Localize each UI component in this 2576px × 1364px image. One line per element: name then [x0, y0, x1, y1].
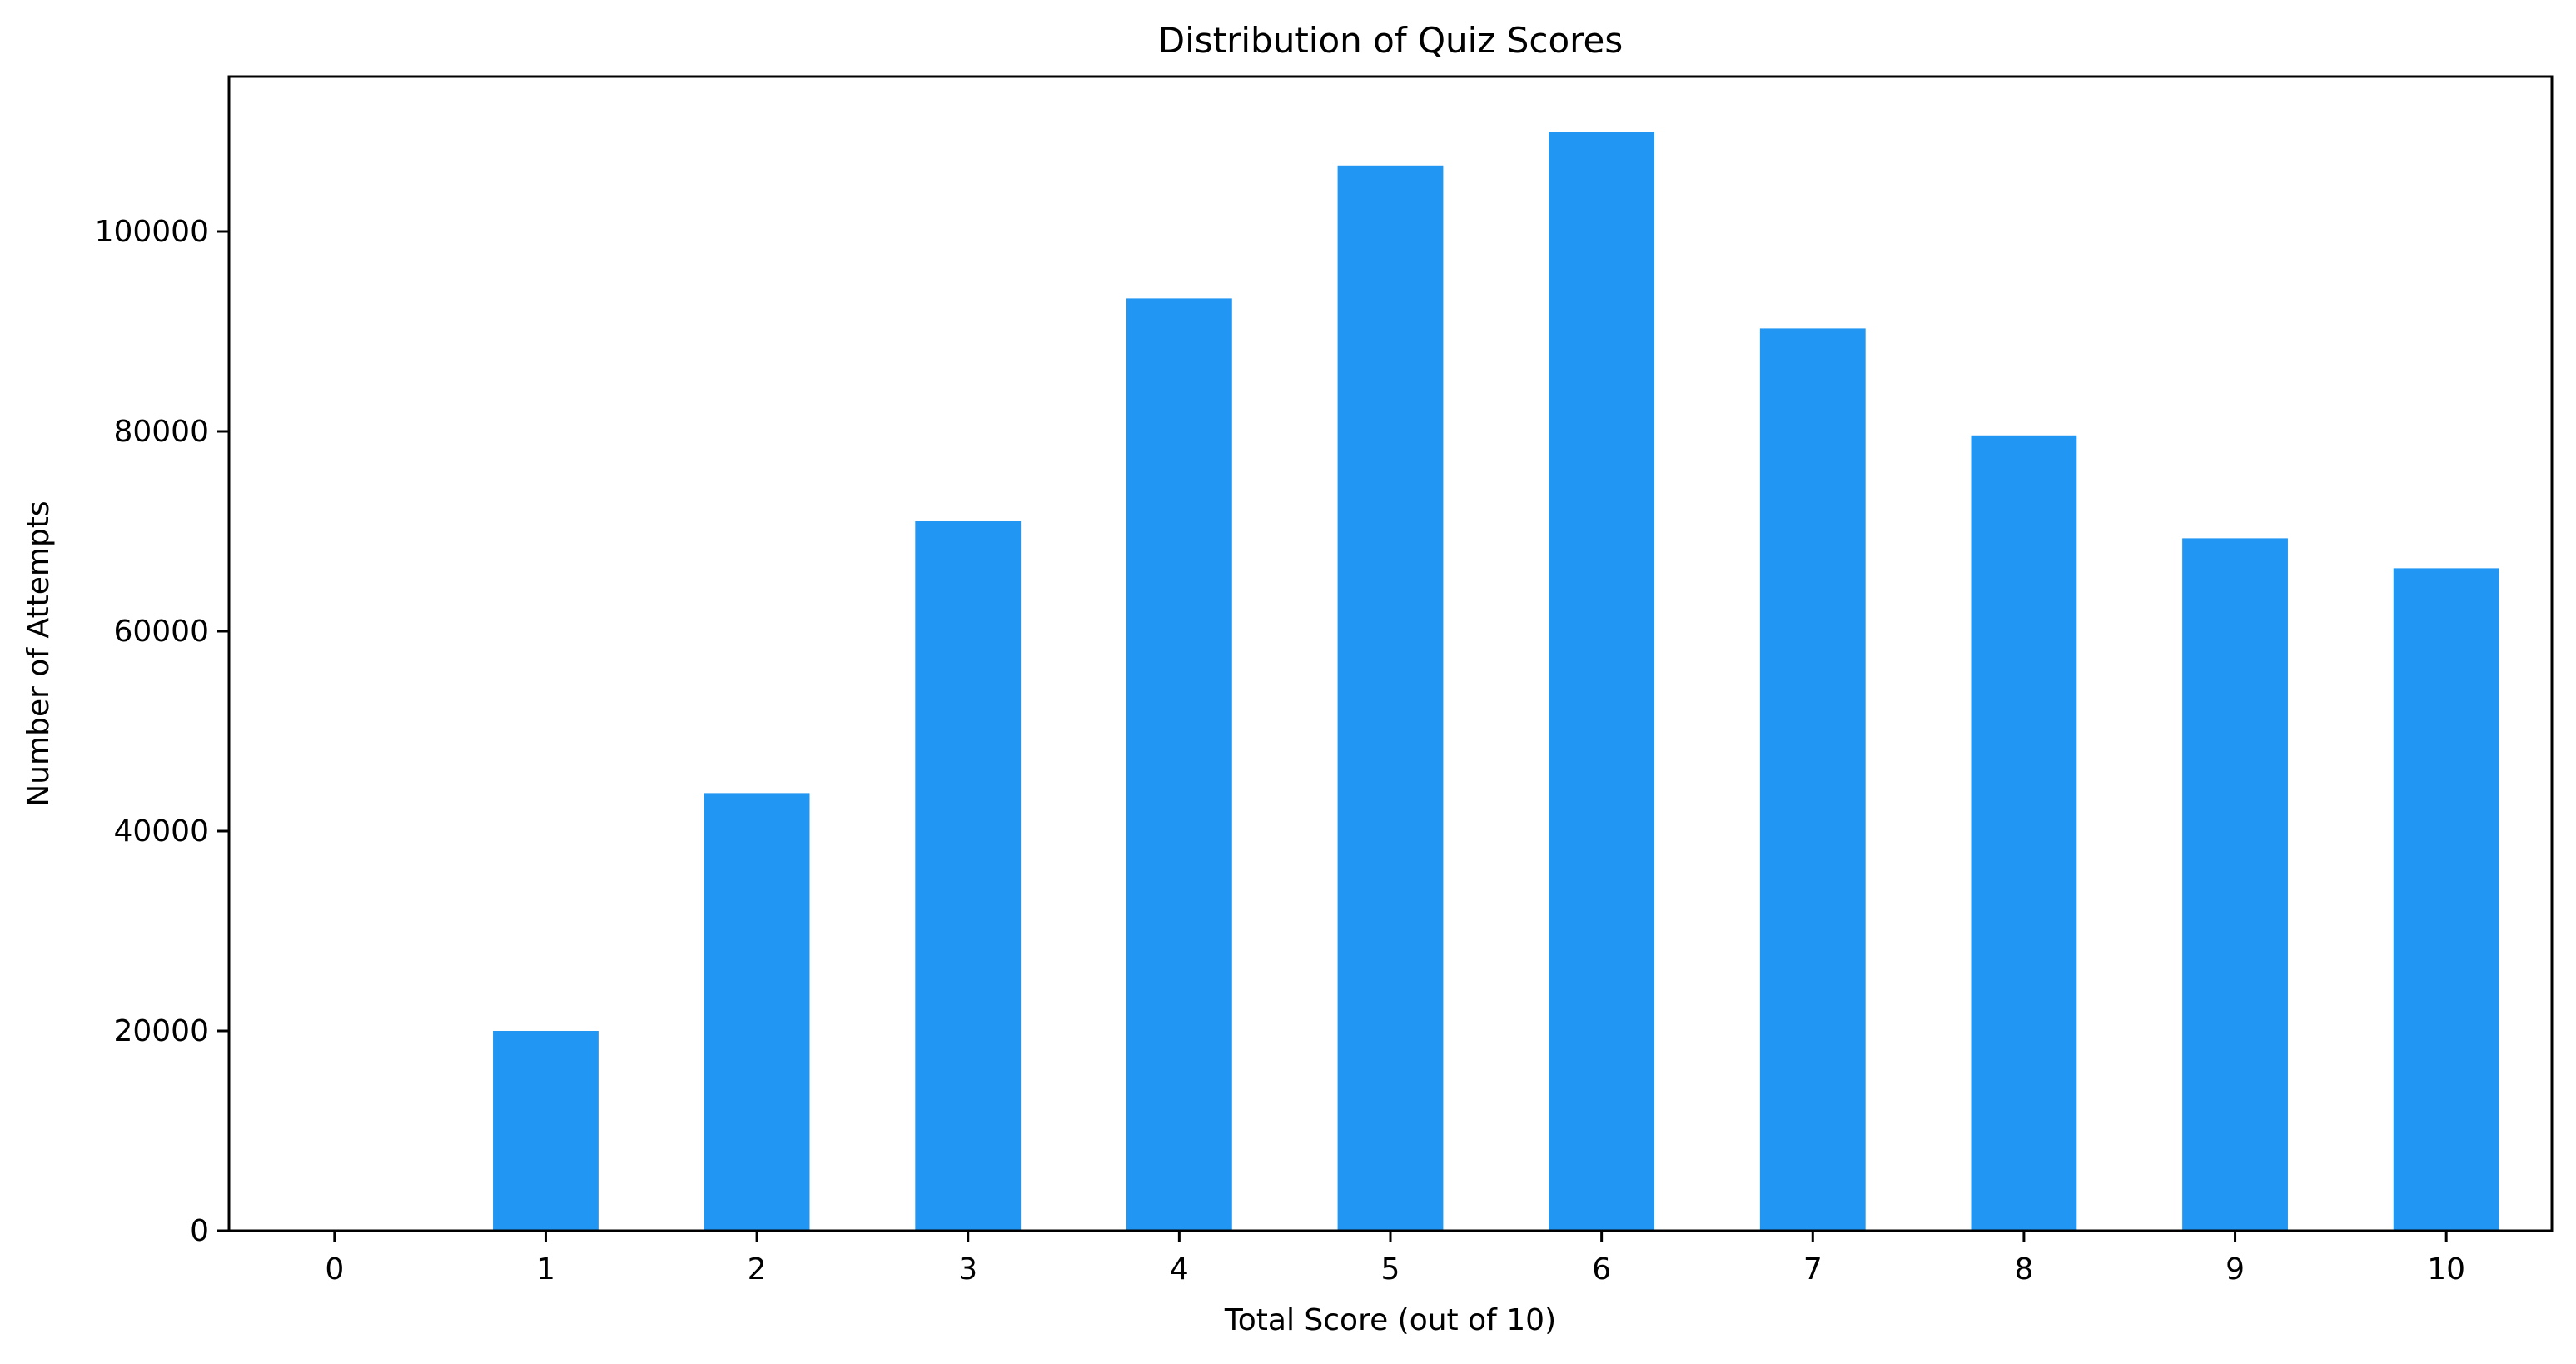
bar-9: [2182, 538, 2288, 1231]
y-tick-label: 20000: [113, 1014, 209, 1048]
plot-frame: [227, 75, 2554, 1232]
y-tick-label: 0: [190, 1214, 209, 1248]
y-tick-label: 60000: [113, 615, 209, 649]
x-tick-label: 6: [1592, 1252, 1611, 1287]
bar-8: [1971, 435, 2077, 1231]
y-tick-label: 80000: [113, 415, 209, 449]
x-tick-label: 7: [1803, 1252, 1823, 1287]
bar-10: [2393, 568, 2499, 1231]
x-tick-label: 9: [2225, 1252, 2245, 1287]
bars-layer: [493, 132, 2499, 1231]
x-tick-label: 8: [2014, 1252, 2033, 1287]
y-tick-label: 100000: [95, 215, 209, 249]
bar-5: [1337, 165, 1444, 1231]
x-tick-label: 0: [325, 1252, 344, 1287]
bar-2: [704, 793, 810, 1231]
x-tick-label: 1: [536, 1252, 555, 1287]
x-tick-label: 2: [748, 1252, 767, 1287]
bar-6: [1549, 132, 1655, 1231]
y-axis-label: Number of Attempts: [22, 500, 56, 806]
x-tick-label: 10: [2427, 1252, 2465, 1287]
x-tick-label: 5: [1381, 1252, 1400, 1287]
x-axis: 0 1 2 3 4 5 6 7 8 9 10: [325, 1231, 2465, 1287]
chart-title: Distribution of Quiz Scores: [1158, 20, 1623, 61]
bar-4: [1126, 298, 1232, 1231]
x-axis-label: Total Score (out of 10): [1224, 1303, 1556, 1337]
x-tick-label: 3: [958, 1252, 977, 1287]
y-tick-label: 40000: [113, 814, 209, 849]
bar-1: [493, 1031, 599, 1231]
y-axis: 0 20000 40000 60000 80000 100000: [95, 215, 229, 1248]
bar-3: [915, 521, 1022, 1231]
x-tick-label: 4: [1170, 1252, 1189, 1287]
bar-7: [1759, 328, 1866, 1231]
